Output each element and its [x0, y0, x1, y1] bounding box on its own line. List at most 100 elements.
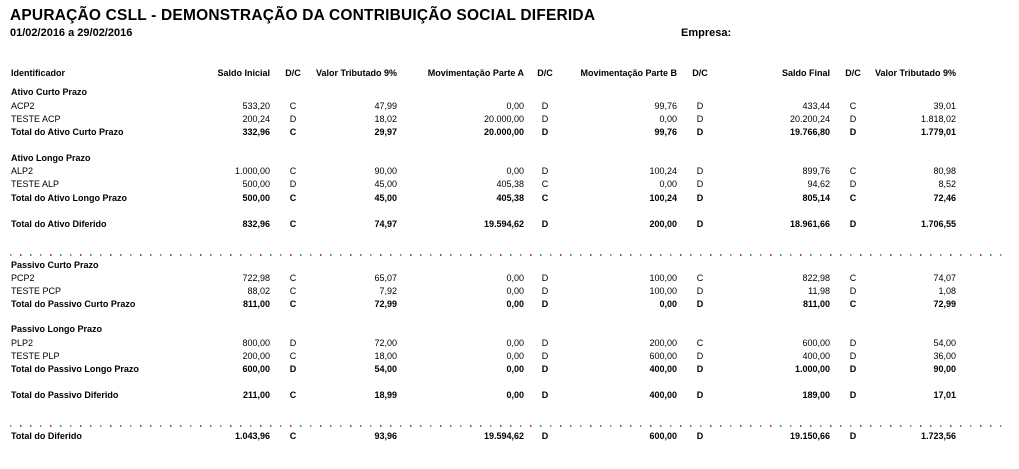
total-saldo-inicial: 332,96	[242, 127, 270, 137]
total-dc-saldo-inicial: C	[289, 193, 297, 203]
column-header-dc-parte-b: D/C	[692, 68, 708, 78]
row-valor-tributado-final: 1.818,02	[920, 114, 956, 124]
total-dc-saldo-final: D	[849, 364, 857, 374]
total-dc-parte-b: D	[696, 364, 704, 374]
total-valor-tributado: 72,99	[374, 299, 397, 309]
total-saldo-inicial: 500,00	[242, 193, 270, 203]
row-dc-saldo-final: D	[849, 114, 857, 124]
dotted-separator	[10, 425, 1010, 427]
row-dc-parte-a: D	[541, 101, 549, 111]
total-movimentacao-parte-a: 19.594,62	[483, 219, 524, 229]
total-movimentacao-parte-b: 0,00	[659, 299, 677, 309]
row-movimentacao-parte-b: 100,00	[649, 273, 677, 283]
row-dc-parte-b: D	[696, 114, 704, 124]
total-dc-saldo-inicial: C	[289, 431, 297, 441]
row-valor-tributado: 90,00	[374, 166, 397, 176]
column-header-dc-saldo-final: D/C	[845, 68, 861, 78]
total-valor-tributado: 93,96	[374, 431, 397, 441]
report-title: APURAÇÃO CSLL - DEMONSTRAÇÃO DA CONTRIBU…	[10, 7, 596, 24]
total-identificador: Total do Passivo Longo Prazo	[11, 364, 139, 374]
total-saldo-inicial: 211,00	[242, 390, 270, 400]
row-valor-tributado: 7,92	[379, 286, 397, 296]
total-identificador: Total do Passivo Curto Prazo	[11, 299, 136, 309]
total-saldo-final: 805,14	[802, 193, 830, 203]
empresa-label: Empresa:	[681, 27, 732, 39]
total-movimentacao-parte-b: 99,76	[654, 127, 677, 137]
row-dc-parte-a: D	[541, 114, 549, 124]
row-dc-saldo-final: C	[849, 273, 857, 283]
row-saldo-final: 433,44	[802, 101, 830, 111]
total-movimentacao-parte-a: 19.594,62	[483, 431, 524, 441]
row-dc-parte-a: D	[541, 338, 549, 348]
total-valor-tributado-final: 17,01	[933, 390, 956, 400]
row-valor-tributado: 47,99	[374, 101, 397, 111]
row-movimentacao-parte-b: 200,00	[649, 338, 677, 348]
row-saldo-inicial: 1.000,00	[234, 166, 270, 176]
row-dc-saldo-final: C	[849, 101, 857, 111]
group-heading: Ativo Longo Prazo	[11, 153, 91, 163]
row-dc-saldo-inicial: C	[289, 286, 297, 296]
row-dc-saldo-final: C	[849, 166, 857, 176]
total-saldo-final: 1.000,00	[794, 364, 830, 374]
row-dc-saldo-inicial: D	[289, 114, 297, 124]
row-dc-parte-b: D	[696, 351, 704, 361]
total-saldo-inicial: 600,00	[242, 364, 270, 374]
total-identificador: Total do Ativo Curto Prazo	[11, 127, 124, 137]
row-movimentacao-parte-b: 100,00	[649, 286, 677, 296]
row-saldo-final: 600,00	[802, 338, 830, 348]
total-dc-parte-b: D	[696, 127, 704, 137]
total-dc-saldo-final: D	[849, 127, 857, 137]
row-saldo-final: 94,62	[807, 179, 830, 189]
total-valor-tributado: 18,99	[374, 390, 397, 400]
row-dc-parte-b: D	[696, 179, 704, 189]
column-header-movimentacao-parte-b: Movimentação Parte B	[580, 68, 677, 78]
total-dc-parte-a: D	[541, 364, 549, 374]
row-movimentacao-parte-a: 0,00	[506, 273, 524, 283]
total-identificador: Total do Ativo Diferido	[11, 219, 107, 229]
total-dc-parte-a: C	[541, 193, 549, 203]
row-saldo-inicial: 722,98	[242, 273, 270, 283]
row-valor-tributado-final: 74,07	[933, 273, 956, 283]
total-movimentacao-parte-b: 400,00	[649, 364, 677, 374]
row-movimentacao-parte-a: 0,00	[506, 166, 524, 176]
total-dc-saldo-inicial: C	[289, 299, 297, 309]
row-valor-tributado-final: 80,98	[933, 166, 956, 176]
row-movimentacao-parte-b: 0,00	[659, 179, 677, 189]
row-movimentacao-parte-a: 0,00	[506, 338, 524, 348]
total-dc-parte-b: D	[696, 299, 704, 309]
row-valor-tributado: 65,07	[374, 273, 397, 283]
row-saldo-final: 11,98	[808, 286, 830, 296]
row-movimentacao-parte-a: 0,00	[506, 351, 524, 361]
total-identificador: Total do Diferido	[11, 431, 82, 441]
total-movimentacao-parte-a: 0,00	[506, 299, 524, 309]
group-heading: Passivo Longo Prazo	[11, 324, 103, 334]
row-valor-tributado: 18,02	[374, 114, 397, 124]
row-saldo-inicial: 88,02	[247, 286, 270, 296]
total-dc-saldo-final: D	[849, 431, 857, 441]
row-identificador: TESTE PLP	[11, 351, 60, 361]
row-identificador: ALP2	[11, 166, 34, 176]
row-saldo-final: 20.200,24	[789, 114, 830, 124]
column-header-valor-tributado: Valor Tributado 9%	[315, 68, 397, 78]
total-dc-parte-b: D	[696, 219, 704, 229]
column-header-identificador: Identificador	[11, 68, 66, 78]
total-dc-saldo-inicial: C	[289, 219, 297, 229]
row-movimentacao-parte-b: 99,76	[654, 101, 677, 111]
group-heading: Ativo Curto Prazo	[11, 87, 88, 97]
total-movimentacao-parte-b: 400,00	[649, 390, 677, 400]
total-dc-saldo-final: D	[849, 219, 857, 229]
total-movimentacao-parte-a: 0,00	[506, 364, 524, 374]
total-saldo-final: 811,00	[802, 299, 830, 309]
row-dc-parte-a: D	[541, 351, 549, 361]
row-saldo-inicial: 800,00	[242, 338, 270, 348]
row-dc-parte-a: D	[541, 286, 549, 296]
row-dc-saldo-final: D	[849, 286, 857, 296]
total-dc-saldo-inicial: D	[289, 364, 297, 374]
total-dc-parte-a: D	[541, 219, 549, 229]
row-dc-parte-a: D	[541, 166, 549, 176]
total-dc-parte-b: D	[696, 431, 704, 441]
total-dc-parte-a: D	[541, 299, 549, 309]
row-dc-saldo-final: D	[849, 351, 857, 361]
row-dc-parte-a: C	[541, 179, 549, 189]
total-valor-tributado: 45,00	[374, 193, 397, 203]
